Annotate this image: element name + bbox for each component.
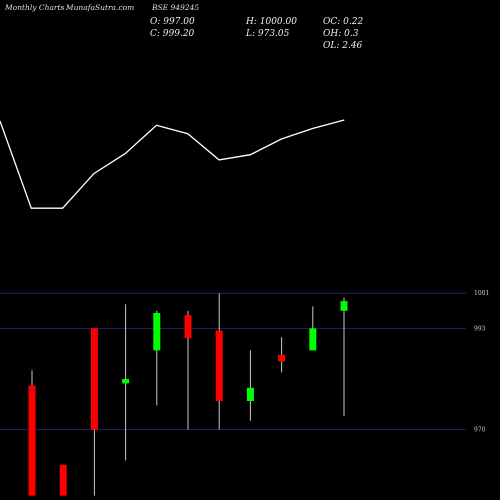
- site-name: Monthly Charts: [4, 3, 65, 12]
- bull-candle: [309, 328, 317, 351]
- ol-value: OL: 2.46: [323, 41, 363, 51]
- bear-candle: [184, 315, 192, 339]
- oc-value: OC: 0.22: [323, 17, 363, 27]
- candlestick-panel: [28, 293, 348, 496]
- oh-value: OH: 0.3: [323, 29, 359, 39]
- bear-candle: [28, 385, 36, 496]
- bear-candle: [215, 330, 223, 401]
- bull-candle: [340, 301, 348, 311]
- source-name: - MunafaSutra.com: [61, 3, 134, 12]
- y-tick-label: 970: [474, 427, 486, 434]
- bull-candle: [246, 387, 254, 401]
- symbol-label: BSE 949245: [151, 3, 199, 12]
- gridlines: 1001 993 970: [0, 290, 489, 434]
- bear-candle: [90, 328, 98, 430]
- y-tick-label: 1001: [474, 290, 489, 297]
- price-line: [0, 119, 345, 209]
- bear-candle: [59, 464, 67, 496]
- low-value: L: 973.05: [245, 29, 290, 39]
- price-line-panel: [0, 119, 345, 209]
- bull-candle: [153, 313, 161, 351]
- open-value: O: 997.00: [150, 17, 195, 27]
- y-tick-label: 993: [474, 325, 486, 332]
- bull-candle: [122, 379, 130, 384]
- close-value: C: 999.20: [150, 29, 195, 39]
- bear-candle: [278, 354, 286, 362]
- high-value: H: 1000.00: [245, 17, 297, 27]
